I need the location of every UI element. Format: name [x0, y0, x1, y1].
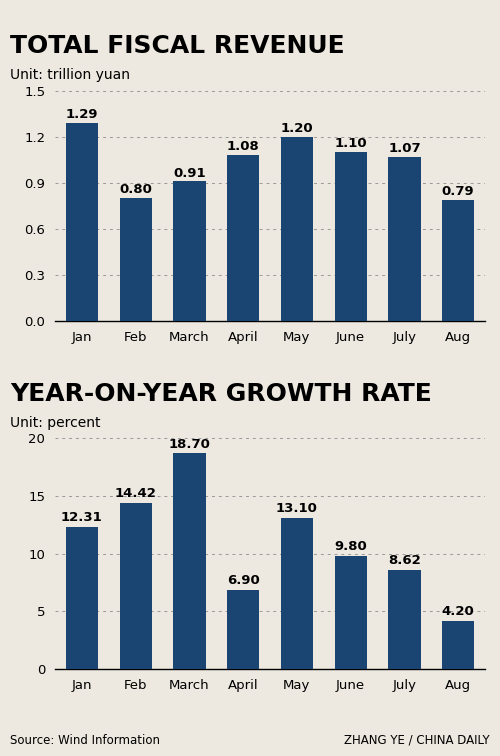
Bar — [120, 198, 152, 321]
Text: YEAR-ON-YEAR GROWTH RATE: YEAR-ON-YEAR GROWTH RATE — [10, 382, 432, 406]
Bar — [281, 518, 313, 669]
Text: ZHANG YE / CHINA DAILY: ZHANG YE / CHINA DAILY — [344, 734, 490, 747]
Bar — [281, 137, 313, 321]
Bar — [388, 156, 420, 321]
Bar — [174, 181, 206, 321]
Text: TOTAL FISCAL REVENUE: TOTAL FISCAL REVENUE — [10, 34, 344, 58]
Bar — [334, 556, 367, 669]
Bar — [174, 454, 206, 669]
Text: Unit: trillion yuan: Unit: trillion yuan — [10, 68, 130, 82]
Text: 9.80: 9.80 — [334, 541, 367, 553]
Bar — [334, 152, 367, 321]
Text: 0.91: 0.91 — [173, 166, 206, 180]
Bar — [120, 503, 152, 669]
Text: 1.07: 1.07 — [388, 142, 420, 155]
Text: 1.29: 1.29 — [66, 108, 98, 121]
Text: 1.20: 1.20 — [280, 122, 313, 135]
Text: 6.90: 6.90 — [227, 574, 260, 587]
Text: 0.79: 0.79 — [442, 185, 474, 198]
Bar — [227, 590, 259, 669]
Text: 18.70: 18.70 — [168, 438, 210, 451]
Bar — [442, 621, 474, 669]
Text: 4.20: 4.20 — [442, 605, 474, 618]
Text: 14.42: 14.42 — [114, 487, 156, 500]
Text: 1.08: 1.08 — [227, 141, 260, 153]
Text: 0.80: 0.80 — [119, 184, 152, 197]
Bar — [388, 570, 420, 669]
Bar — [66, 527, 98, 669]
Bar — [66, 123, 98, 321]
Text: Source: Wind Information: Source: Wind Information — [10, 734, 160, 747]
Bar — [442, 200, 474, 321]
Text: 13.10: 13.10 — [276, 502, 318, 515]
Text: Unit: percent: Unit: percent — [10, 416, 101, 430]
Text: 8.62: 8.62 — [388, 554, 421, 567]
Text: 12.31: 12.31 — [61, 511, 103, 524]
Text: 1.10: 1.10 — [334, 138, 367, 150]
Bar — [227, 155, 259, 321]
